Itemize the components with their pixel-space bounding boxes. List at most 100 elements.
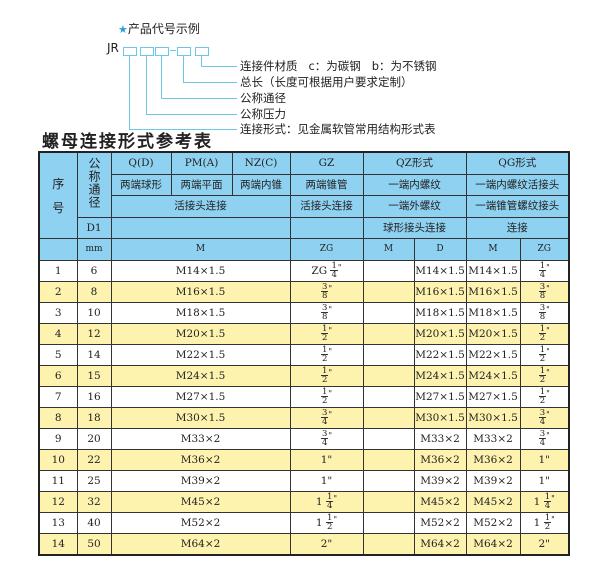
fraction-denominator: 8 — [321, 312, 328, 323]
cell-gz-zg: 1 2 " — [289, 322, 364, 345]
header-type-qz: QZ形式 — [362, 151, 467, 175]
cell-qg-m: M27×1.5 — [465, 385, 521, 408]
header-qz-m: M — [362, 238, 415, 261]
cell-qg-m: M30×1.5 — [465, 406, 521, 429]
cell-qz-d: M24×1.5 — [413, 364, 467, 387]
cell-gz-zg: 1 1 2 " — [289, 511, 364, 534]
cell-qz-d: M27×1.5 — [413, 385, 467, 408]
cell-seq: 5 — [38, 343, 78, 366]
header-type-nz: NZ(C) — [231, 151, 291, 175]
cell-m: M24×1.5 — [110, 364, 291, 387]
cell-d1: 50 — [76, 532, 112, 555]
header-qz-d: D — [413, 238, 467, 261]
cell-seq: 4 — [38, 322, 78, 345]
star-icon: ★ — [118, 23, 128, 36]
cell-d1: 22 — [76, 448, 112, 471]
fraction-denominator: 2 — [321, 333, 328, 344]
cell-d1: 15 — [76, 364, 112, 387]
header-desc: 两端平面 — [170, 173, 233, 196]
cell-m: M16×1.5 — [110, 280, 291, 303]
code-box-connection-form — [123, 47, 137, 56]
cell-qz-m — [362, 490, 415, 513]
cell-qz-m — [362, 511, 415, 534]
fraction-denominator: 4 — [539, 270, 546, 281]
leader-line — [146, 56, 147, 114]
fraction-numerator: 1 — [538, 324, 547, 335]
fraction-numerator: 3 — [538, 282, 547, 293]
cell-qz-d: M16×1.5 — [413, 280, 467, 303]
cell-qz-m — [362, 532, 415, 555]
cell-qz-d: M14×1.5 — [413, 259, 467, 282]
inch-mark: " — [328, 409, 333, 419]
header-desc: 两端球形 — [110, 173, 172, 196]
inch-mark: " — [546, 409, 550, 419]
cell-gz-zg: 1 2 " — [289, 343, 364, 366]
table-row: 5 14 M22×1.5 1 2 " M22×1.5 M22×1.5 1 2 " — [38, 343, 570, 366]
cell-qg-zg-whole: 1 — [533, 516, 541, 529]
cell-gz-zg: 3 4 " — [289, 406, 364, 429]
cell-d1: 20 — [76, 427, 112, 450]
fraction-numerator: 1 — [538, 345, 547, 356]
fraction-numerator: 1 — [538, 387, 547, 398]
cell-qg-zg: 1 2 " — [519, 385, 570, 408]
cell-qg-zg: 1" — [519, 469, 570, 492]
fraction-denominator: 2 — [539, 354, 546, 365]
fraction-denominator: 4 — [539, 417, 546, 428]
header-unit: mm — [76, 238, 112, 261]
table-row: 7 16 M27×1.5 1 2 " M27×1.5 M27×1.5 1 2 " — [38, 385, 570, 408]
cell-m: M45×2 — [110, 490, 291, 513]
cell-m: M27×1.5 — [110, 385, 291, 408]
header-empty — [289, 216, 364, 239]
table-row: 6 15 M24×1.5 1 2 " M24×1.5 M24×1.5 1 2 " — [38, 364, 570, 387]
cell-seq: 7 — [38, 385, 78, 408]
cell-qz-m — [362, 385, 415, 408]
header-m: M — [110, 238, 291, 261]
cell-m: M33×2 — [110, 427, 291, 450]
code-example-heading: ★产品代号示例 — [118, 20, 200, 37]
cell-seq: 11 — [38, 469, 78, 492]
cell-d1: 14 — [76, 343, 112, 366]
header-desc: 球形接头连接 — [362, 216, 467, 239]
cell-qg-zg-whole: 2" — [538, 537, 550, 550]
inch-mark: " — [333, 514, 338, 524]
cell-gz-zg-whole: 1" — [320, 474, 333, 487]
nut-connection-table: 序 号 公称通径 Q(D) PM(A) NZ(C) GZ QZ形式 QG形式 两… — [38, 151, 570, 556]
code-dash — [170, 50, 176, 51]
cell-d1: 18 — [76, 406, 112, 429]
cell-seq: 13 — [38, 511, 78, 534]
table-row: 1 6 M14×1.5 ZG 1 4 " M14×1.5 M14×1.5 1 4 " — [38, 259, 570, 282]
cell-qg-m: M18×1.5 — [465, 301, 521, 324]
cell-qz-d: M22×1.5 — [413, 343, 467, 366]
cell-qg-zg: 1 1 4 " — [519, 490, 570, 513]
inch-mark: " — [551, 493, 555, 503]
cell-seq: 1 — [38, 259, 78, 282]
cell-qz-m — [362, 322, 415, 345]
fraction-denominator: 4 — [539, 438, 546, 449]
cell-qg-zg: 1 1 2 " — [519, 511, 570, 534]
cell-m: M52×2 — [110, 511, 291, 534]
cell-gz-zg: 3 8 " — [289, 280, 364, 303]
inch-mark: " — [328, 304, 333, 314]
table-row: 10 22 M36×2 1" M36×2 M36×2 1" — [38, 448, 570, 471]
inch-mark: " — [333, 493, 338, 503]
cell-m: M14×1.5 — [110, 259, 291, 282]
code-prefix: JR — [107, 41, 119, 55]
header-desc: 活接头连接 — [289, 195, 364, 218]
fraction-numerator: 1 — [538, 366, 547, 377]
fraction-numerator: 1 — [320, 324, 329, 335]
cell-qz-m — [362, 469, 415, 492]
cell-seq: 9 — [38, 427, 78, 450]
table-row: 12 32 M45×2 1 1 4 " M45×2 M45×2 1 1 4 " — [38, 490, 570, 513]
fraction-numerator: 3 — [320, 282, 329, 293]
fraction-numerator: 3 — [538, 429, 547, 440]
header-qg-zg: ZG — [519, 238, 570, 261]
